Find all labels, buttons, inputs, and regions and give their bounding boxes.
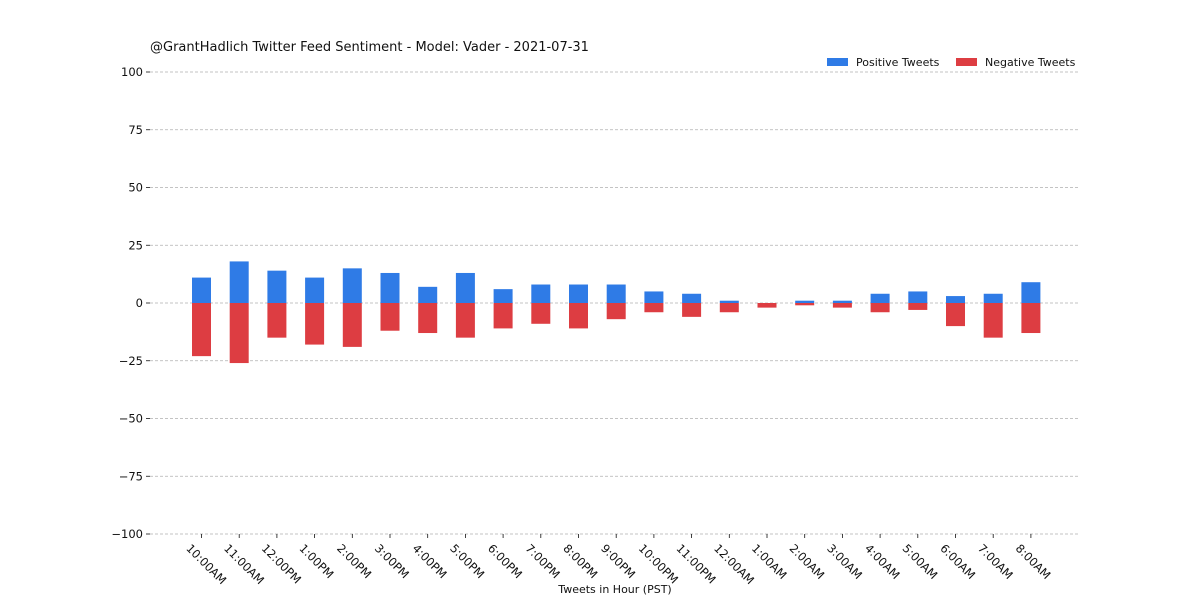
positive-bar	[229, 261, 249, 303]
x-axis-label: Tweets in Hour (PST)	[557, 583, 671, 596]
legend-label-negative: Negative Tweets	[985, 56, 1076, 69]
positive-bar	[870, 293, 890, 303]
legend-swatch-negative	[956, 58, 977, 66]
x-tick-label: 8:00PM	[560, 541, 600, 581]
x-tick-label: 9:00PM	[598, 541, 638, 581]
negative-bar	[757, 303, 777, 308]
positive-bar	[455, 272, 475, 303]
x-tick-label: 3:00AM	[824, 541, 865, 582]
positive-bar	[983, 293, 1003, 303]
y-tick-label: 50	[128, 181, 143, 195]
x-tick-label: 4:00AM	[862, 541, 903, 582]
x-tick-label: 8:00AM	[1013, 541, 1054, 582]
x-tick-label: 5:00PM	[447, 541, 487, 581]
positive-bar	[719, 300, 739, 303]
negative-bar	[832, 303, 852, 308]
positive-bar	[832, 300, 852, 303]
positive-bar	[644, 291, 664, 303]
negative-bar	[418, 303, 438, 334]
x-tick-label: 6:00PM	[485, 541, 525, 581]
positive-bar	[946, 296, 965, 303]
x-tick-label: 6:00AM	[937, 541, 978, 582]
negative-bar	[267, 303, 287, 338]
negative-bar	[719, 303, 739, 313]
x-tick-label: 3:00PM	[372, 541, 412, 581]
y-tick-label: 100	[121, 65, 143, 79]
negative-bar	[644, 303, 664, 313]
negative-bar	[983, 303, 1003, 338]
negative-bar	[192, 303, 211, 357]
plot-area	[192, 261, 1041, 364]
negative-bar	[606, 303, 626, 320]
legend-swatch-positive	[827, 58, 848, 66]
negative-bar	[946, 303, 965, 327]
positive-bar	[1021, 282, 1041, 303]
x-tick-label: 10:00AM	[183, 541, 229, 587]
positive-bar	[795, 300, 815, 303]
positive-bar	[569, 284, 588, 303]
negative-bar	[569, 303, 588, 329]
positive-bar	[380, 272, 400, 303]
y-axis: 100 75 50 25 0 −25 −50 −75 −100	[111, 65, 1080, 541]
chart-title: @GrantHadlich Twitter Feed Sentiment - M…	[150, 40, 589, 55]
negative-bar	[795, 303, 815, 306]
negative-bar	[870, 303, 890, 313]
positive-bar	[305, 277, 325, 303]
positive-bar	[682, 293, 702, 303]
y-tick-label: −100	[111, 527, 143, 541]
y-tick-label: 25	[128, 238, 143, 252]
positive-bar	[908, 291, 928, 303]
negative-bar	[1021, 303, 1041, 334]
y-tick-label: 0	[136, 296, 143, 310]
x-tick-label: 11:00AM	[221, 541, 267, 587]
x-tick-label: 2:00AM	[787, 541, 828, 582]
positive-bar	[192, 277, 211, 303]
positive-bar	[342, 268, 362, 303]
x-tick-label: 11:00PM	[673, 541, 718, 586]
negative-bar	[493, 303, 513, 329]
x-tick-label: 4:00PM	[410, 541, 450, 581]
legend-label-positive: Positive Tweets	[856, 56, 940, 69]
x-tick-label: 7:00PM	[523, 541, 563, 581]
negative-bar	[229, 303, 249, 364]
x-tick-label: 2:00PM	[334, 541, 374, 581]
negative-bar	[531, 303, 551, 324]
x-axis: 10:00AM11:00AM12:00PM1:00PM2:00PM3:00PM4…	[183, 534, 1054, 587]
negative-bar	[682, 303, 702, 317]
y-tick-label: −50	[119, 412, 143, 426]
negative-bar	[342, 303, 362, 347]
positive-bar	[493, 289, 513, 303]
negative-bar	[455, 303, 475, 338]
negative-bar	[908, 303, 928, 310]
negative-bar	[380, 303, 400, 331]
positive-bar	[531, 284, 551, 303]
y-tick-label: −75	[119, 469, 143, 483]
positive-bar	[418, 286, 438, 303]
positive-bar	[606, 284, 626, 303]
x-tick-label: 5:00AM	[900, 541, 941, 582]
x-tick-label: 10:00PM	[636, 541, 681, 586]
negative-bar	[305, 303, 325, 345]
x-tick-label: 7:00AM	[975, 541, 1016, 582]
positive-bar	[267, 270, 287, 303]
x-tick-label: 12:00AM	[711, 541, 757, 587]
x-tick-label: 12:00PM	[259, 541, 304, 586]
y-tick-label: 75	[128, 123, 143, 137]
legend: Positive Tweets Negative Tweets	[827, 56, 1076, 69]
y-tick-label: −25	[119, 354, 143, 368]
